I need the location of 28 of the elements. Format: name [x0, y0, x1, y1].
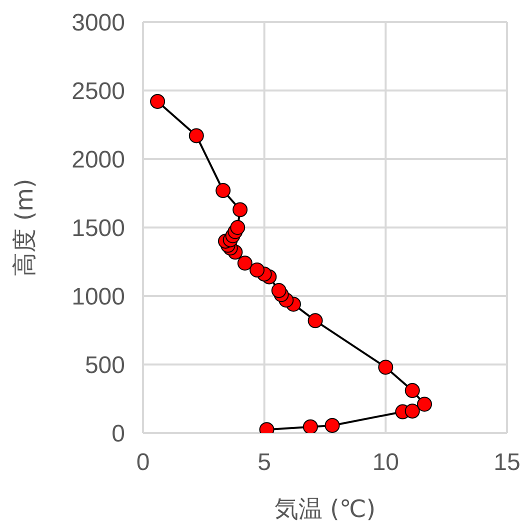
point — [324, 418, 340, 433]
point — [150, 94, 166, 109]
point — [250, 262, 265, 278]
y-tick-label: 3000 — [72, 10, 125, 37]
point — [404, 383, 420, 398]
point — [308, 313, 323, 328]
y-tick-label: 0 — [112, 420, 125, 448]
x-tick-label: 10 — [372, 449, 400, 476]
y-tick-label: 2500 — [72, 78, 125, 106]
y-axis-title: 高度 (m) — [10, 178, 39, 276]
y-tick-label: 500 — [84, 352, 125, 380]
point — [302, 419, 318, 433]
point — [216, 183, 231, 198]
point — [271, 283, 286, 298]
point — [237, 256, 252, 271]
x-tick-label: 0 — [136, 449, 150, 476]
y-tick-label: 1500 — [72, 215, 125, 242]
point — [232, 202, 248, 218]
x-tick-label: 5 — [258, 449, 272, 476]
point — [188, 128, 204, 144]
x-tick-label: 15 — [494, 449, 520, 476]
y-tick-label: 1000 — [72, 284, 125, 311]
point — [404, 404, 420, 419]
y-tick-label: 2000 — [72, 146, 125, 174]
point — [416, 396, 432, 412]
point — [378, 360, 394, 375]
point — [230, 220, 246, 235]
x-axis-title: 気温 (℃) — [274, 495, 376, 523]
